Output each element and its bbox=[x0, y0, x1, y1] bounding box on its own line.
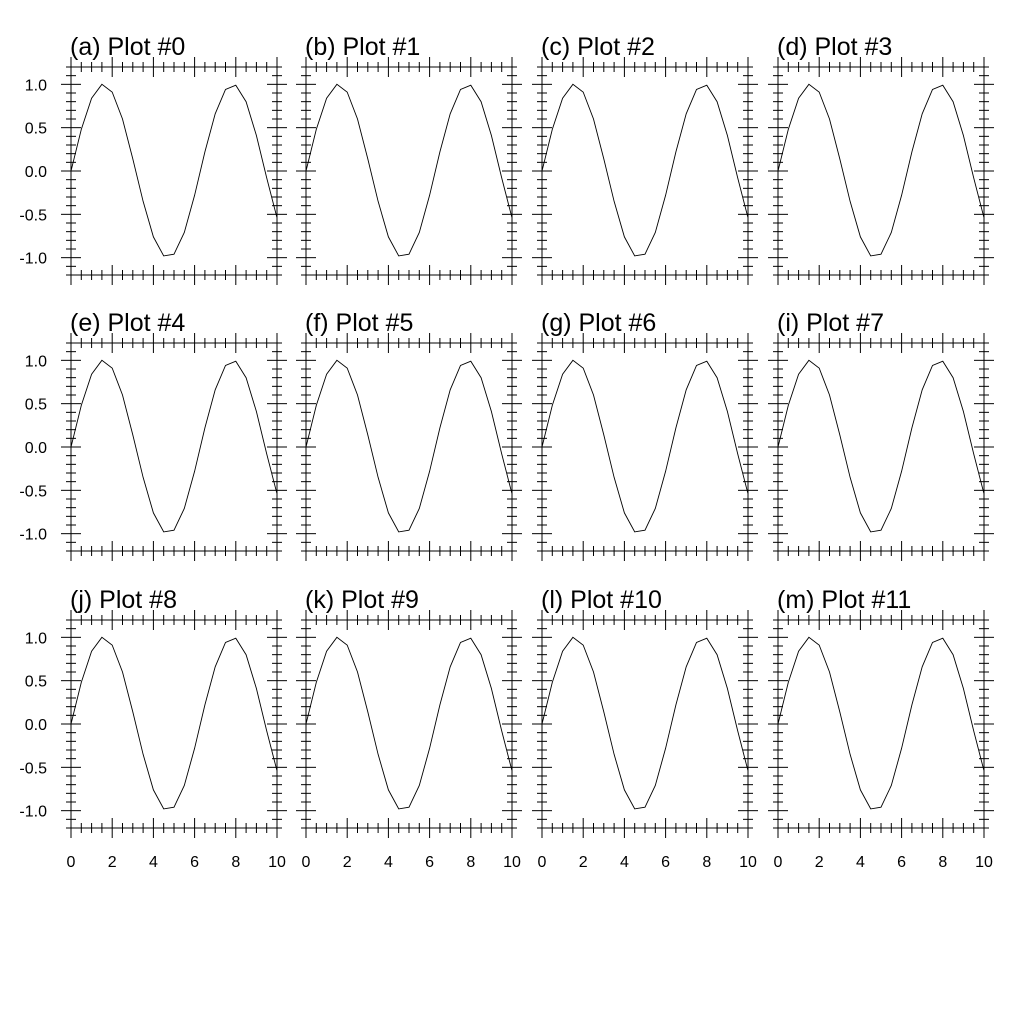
x-tick-label: 6 bbox=[897, 854, 906, 871]
panel-5: (f) Plot #5 bbox=[296, 309, 522, 561]
x-tick-label: 2 bbox=[108, 854, 117, 871]
panel-8: (j) Plot #8 1.0 0.5 0.0 -0.5 -1.0 0 2 4 6 8 10 bbox=[19, 586, 287, 871]
y-tick-label: 0.5 bbox=[25, 121, 47, 138]
panel-title: (l) Plot #10 bbox=[541, 586, 662, 614]
series-line bbox=[777, 83, 985, 257]
y-tick-label: 1.0 bbox=[25, 77, 47, 94]
panel-title: (c) Plot #2 bbox=[541, 33, 655, 61]
y-tick-label: 1.0 bbox=[25, 353, 47, 370]
series-line bbox=[541, 83, 749, 257]
x-tick-label: 8 bbox=[231, 854, 240, 871]
series-line bbox=[541, 359, 749, 533]
y-tick-label: 0.0 bbox=[25, 440, 47, 457]
x-tick-label: 0 bbox=[302, 854, 311, 871]
plot-frame bbox=[777, 619, 985, 829]
panel-2: (c) Plot #2 bbox=[532, 33, 758, 285]
x-tick-label: 8 bbox=[466, 854, 475, 871]
y-tick-label: 0.0 bbox=[25, 164, 47, 181]
x-tick-label: 8 bbox=[702, 854, 711, 871]
panel-0: (a) Plot #0 1.0 0.5 0.0 -0.5 -1.0 bbox=[19, 33, 287, 285]
x-tick-label: 6 bbox=[190, 854, 199, 871]
plot-frame bbox=[70, 342, 278, 552]
x-tick-label: 10 bbox=[975, 854, 993, 871]
series-line bbox=[70, 636, 278, 810]
x-tick-label: 0 bbox=[538, 854, 547, 871]
x-tick-label: 2 bbox=[579, 854, 588, 871]
panel-title: (f) Plot #5 bbox=[305, 309, 413, 337]
plot-frame bbox=[305, 619, 513, 829]
series-line bbox=[777, 359, 985, 533]
panel-7: (i) Plot #7 bbox=[768, 309, 994, 561]
x-tick-label: 6 bbox=[425, 854, 434, 871]
x-tick-label: 10 bbox=[503, 854, 521, 871]
panel-1: (b) Plot #1 bbox=[296, 33, 522, 285]
panel-title: (i) Plot #7 bbox=[777, 309, 884, 337]
panel-title: (e) Plot #4 bbox=[70, 309, 185, 337]
plot-frame bbox=[70, 619, 278, 829]
y-tick-label: -0.5 bbox=[19, 483, 47, 500]
x-tick-label: 2 bbox=[343, 854, 352, 871]
plot-frame bbox=[305, 342, 513, 552]
series-line bbox=[70, 359, 278, 533]
y-tick-label: -0.5 bbox=[19, 760, 47, 777]
panel-4: (e) Plot #4 1.0 0.5 0.0 -0.5 -1.0 bbox=[19, 309, 287, 561]
plot-frame bbox=[541, 342, 749, 552]
panel-11: (m) Plot #11 0 2 4 6 8 10 bbox=[768, 586, 994, 871]
y-tick-label: 0.0 bbox=[25, 717, 47, 734]
panel-title: (d) Plot #3 bbox=[777, 33, 892, 61]
y-tick-label: 1.0 bbox=[25, 630, 47, 647]
series-line bbox=[305, 359, 513, 533]
plot-frame bbox=[305, 66, 513, 276]
panel-9: (k) Plot #9 0 2 4 6 8 10 bbox=[296, 586, 522, 871]
panel-title: (k) Plot #9 bbox=[305, 586, 419, 614]
panel-title: (b) Plot #1 bbox=[305, 33, 420, 61]
panel-3: (d) Plot #3 bbox=[768, 33, 994, 285]
y-tick-label: -1.0 bbox=[19, 804, 47, 821]
plot-frame bbox=[541, 619, 749, 829]
x-tick-label: 0 bbox=[67, 854, 76, 871]
panel-6: (g) Plot #6 bbox=[532, 309, 758, 561]
series-line bbox=[305, 83, 513, 257]
x-tick-label: 4 bbox=[384, 854, 393, 871]
x-tick-label: 0 bbox=[774, 854, 783, 871]
series-line bbox=[541, 636, 749, 810]
panel-title: (j) Plot #8 bbox=[70, 586, 177, 614]
series-line bbox=[305, 636, 513, 810]
x-tick-label: 4 bbox=[149, 854, 158, 871]
x-tick-label: 4 bbox=[856, 854, 865, 871]
y-tick-label: -0.5 bbox=[19, 207, 47, 224]
panel-title: (g) Plot #6 bbox=[541, 309, 656, 337]
series-line bbox=[777, 636, 985, 810]
series-line bbox=[70, 83, 278, 257]
x-tick-label: 8 bbox=[938, 854, 947, 871]
x-tick-label: 10 bbox=[268, 854, 286, 871]
plot-frame bbox=[70, 66, 278, 276]
x-tick-label: 2 bbox=[815, 854, 824, 871]
plot-frame bbox=[777, 66, 985, 276]
plot-frame bbox=[777, 342, 985, 552]
y-tick-label: 0.5 bbox=[25, 674, 47, 691]
x-tick-label: 10 bbox=[739, 854, 757, 871]
panel-10: (l) Plot #10 0 2 4 6 8 10 bbox=[532, 586, 758, 871]
y-tick-label: -1.0 bbox=[19, 251, 47, 268]
plot-frame bbox=[541, 66, 749, 276]
y-tick-label: 0.5 bbox=[25, 397, 47, 414]
y-tick-label: -1.0 bbox=[19, 527, 47, 544]
panel-title: (a) Plot #0 bbox=[70, 33, 185, 61]
x-tick-label: 6 bbox=[661, 854, 670, 871]
panel-title: (m) Plot #11 bbox=[777, 586, 911, 614]
x-tick-label: 4 bbox=[620, 854, 629, 871]
